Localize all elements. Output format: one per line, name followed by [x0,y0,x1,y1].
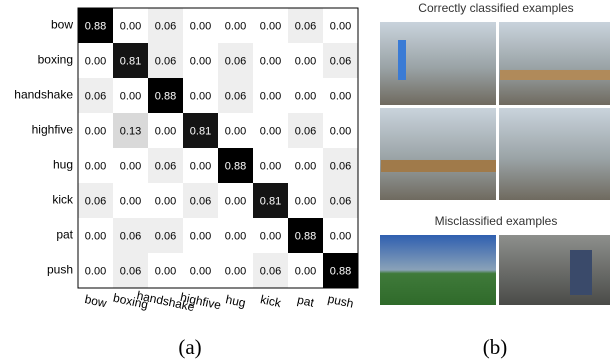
cell-label: 0.00 [85,55,106,67]
cell-label: 0.88 [85,20,106,32]
cell-label: 0.06 [85,195,106,207]
cell-label: 0.00 [260,230,281,242]
cell-label: 0.81 [120,55,141,67]
cell-label: 0.00 [225,125,246,137]
cell-label: 0.06 [330,195,351,207]
cell-label: 0.00 [260,55,281,67]
column-label: pat [296,293,316,310]
cell-label: 0.00 [225,20,246,32]
cell-label: 0.06 [120,265,141,277]
cell-label: 0.00 [260,20,281,32]
photo-detail [381,160,496,172]
cell-label: 0.00 [85,265,106,277]
cell-label: 0.06 [225,90,246,102]
cell-label: 0.00 [85,160,106,172]
cell-label: 0.00 [295,90,316,102]
cell-label: 0.81 [190,125,211,137]
column-label: bow [83,292,108,310]
cell-label: 0.00 [260,90,281,102]
caption: (a) [178,335,201,359]
cell-label: 0.00 [330,125,351,137]
photo [380,22,496,105]
row-label: boxing [38,53,73,67]
cell-label: 0.00 [85,125,106,137]
cell-label: 0.06 [330,55,351,67]
cell-label: 0.06 [295,20,316,32]
column-label: kick [259,292,283,310]
cell-label: 0.00 [190,55,211,67]
cell-label: 0.00 [190,160,211,172]
figure: 0.88 0.00 0.06 0.00 0.00 0.00 0.06 0.00 0.00 0.81… [0,0,611,363]
cell-label: 0.06 [190,195,211,207]
column-label: hug [224,292,247,310]
cell-label: 0.13 [120,125,141,137]
cell-label: 0.00 [120,90,141,102]
cell-label: 0.00 [190,20,211,32]
cell-label: 0.88 [225,160,246,172]
row-label: handshake [14,88,73,102]
cell-label: 0.00 [330,20,351,32]
photo [499,108,610,200]
row-label: hug [53,158,73,172]
photo-detail [570,250,592,295]
cell-label: 0.00 [120,20,141,32]
cell-label: 0.00 [155,195,176,207]
misclassified-title: Misclassified examples [435,214,558,228]
cell-label: 0.00 [260,125,281,137]
cell-label: 0.00 [190,265,211,277]
cell-label: 0.00 [155,125,176,137]
cell-label: 0.00 [330,230,351,242]
photo [499,235,610,305]
photo-detail [500,70,610,80]
caption: (b) [483,335,508,359]
cell-label: 0.06 [155,55,176,67]
cell-label: 0.88 [155,90,176,102]
row-label: highfive [32,123,74,137]
cell-label: 0.88 [295,230,316,242]
cell-label: 0.06 [85,90,106,102]
cell-label: 0.06 [120,230,141,242]
cell-label: 0.88 [330,265,351,277]
cell-label: 0.00 [295,195,316,207]
cell-label: 0.00 [295,160,316,172]
photo [499,22,610,105]
photo [380,235,496,305]
row-label: push [47,263,73,277]
cell-label: 0.00 [225,265,246,277]
photo [380,108,496,200]
cell-label: 0.06 [155,230,176,242]
cell-label: 0.81 [260,195,281,207]
cell-label: 0.06 [260,265,281,277]
cell-label: 0.00 [225,230,246,242]
row-label: kick [52,193,74,207]
cell-label: 0.06 [155,160,176,172]
cell-label: 0.00 [295,55,316,67]
column-label: push [326,292,354,311]
cell-label: 0.00 [190,90,211,102]
cell-label: 0.00 [85,230,106,242]
cell-label: 0.00 [260,160,281,172]
cell-label: 0.00 [120,160,141,172]
cell-label: 0.06 [155,20,176,32]
correct-title: Correctly classified examples [418,1,573,15]
cell-label: 0.00 [190,230,211,242]
cell-label: 0.00 [225,195,246,207]
photo-detail [398,40,406,80]
cell-label: 0.00 [330,90,351,102]
cell-label: 0.06 [295,125,316,137]
cell-label: 0.00 [120,195,141,207]
cell-label: 0.00 [155,265,176,277]
cell-label: 0.00 [295,265,316,277]
cell-label: 0.06 [225,55,246,67]
row-label: bow [51,18,73,32]
confusion-matrix: 0.88 0.00 0.06 0.00 0.00 0.00 0.06 0.00 0.00 0.81… [14,8,358,314]
row-label: pat [56,228,73,242]
cell-label: 0.06 [330,160,351,172]
